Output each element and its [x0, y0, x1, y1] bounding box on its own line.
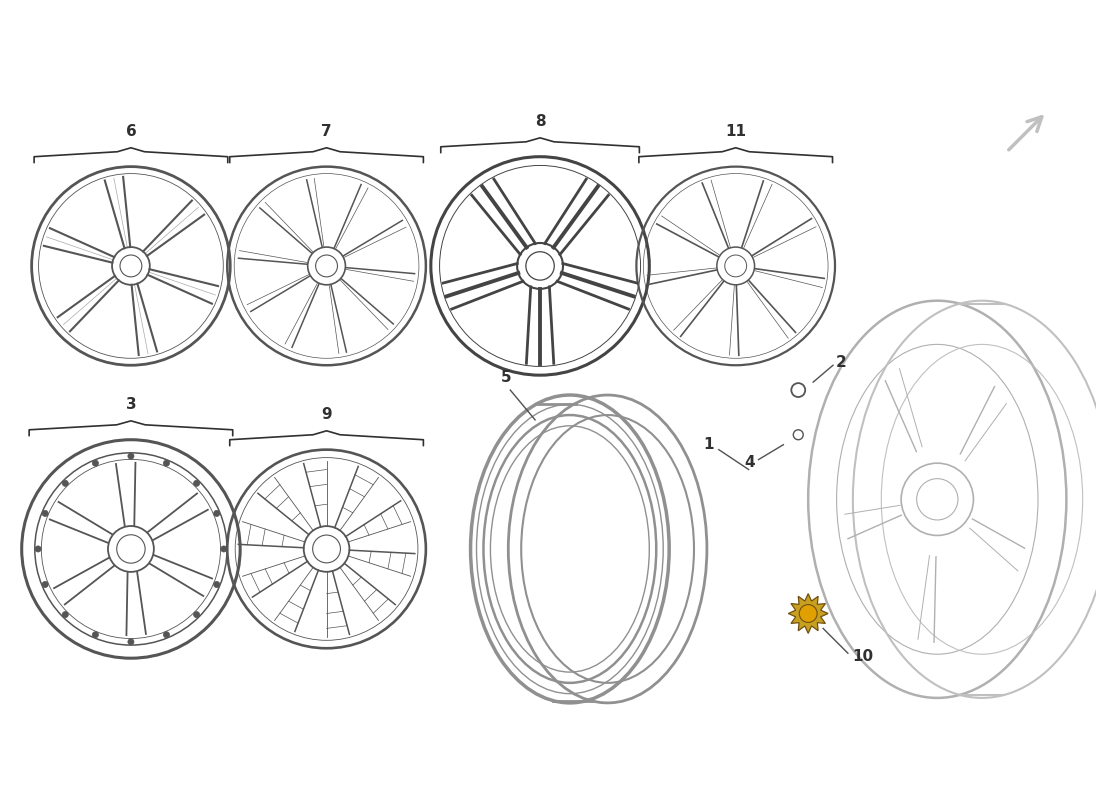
- Text: 11: 11: [725, 124, 746, 139]
- Text: 5: 5: [500, 370, 512, 385]
- Text: 7: 7: [321, 124, 332, 139]
- Circle shape: [92, 632, 99, 638]
- Text: 4: 4: [744, 455, 755, 470]
- Text: 1: 1: [703, 437, 714, 452]
- Text: 8: 8: [535, 114, 546, 129]
- Circle shape: [42, 510, 48, 517]
- Circle shape: [164, 460, 169, 466]
- Circle shape: [800, 605, 817, 622]
- Text: 9: 9: [321, 407, 332, 422]
- Circle shape: [194, 480, 199, 486]
- Circle shape: [63, 480, 68, 486]
- Circle shape: [213, 510, 220, 517]
- Circle shape: [194, 611, 199, 618]
- Text: 2: 2: [836, 354, 847, 370]
- Text: 3: 3: [125, 397, 136, 412]
- Text: 10: 10: [851, 649, 873, 664]
- Circle shape: [92, 460, 99, 466]
- Circle shape: [221, 546, 227, 552]
- Circle shape: [213, 582, 220, 587]
- Circle shape: [42, 582, 48, 587]
- Circle shape: [35, 546, 41, 552]
- Text: 6: 6: [125, 124, 136, 139]
- Polygon shape: [789, 594, 828, 634]
- Circle shape: [164, 632, 169, 638]
- Circle shape: [128, 638, 134, 645]
- Circle shape: [63, 611, 68, 618]
- Circle shape: [128, 453, 134, 459]
